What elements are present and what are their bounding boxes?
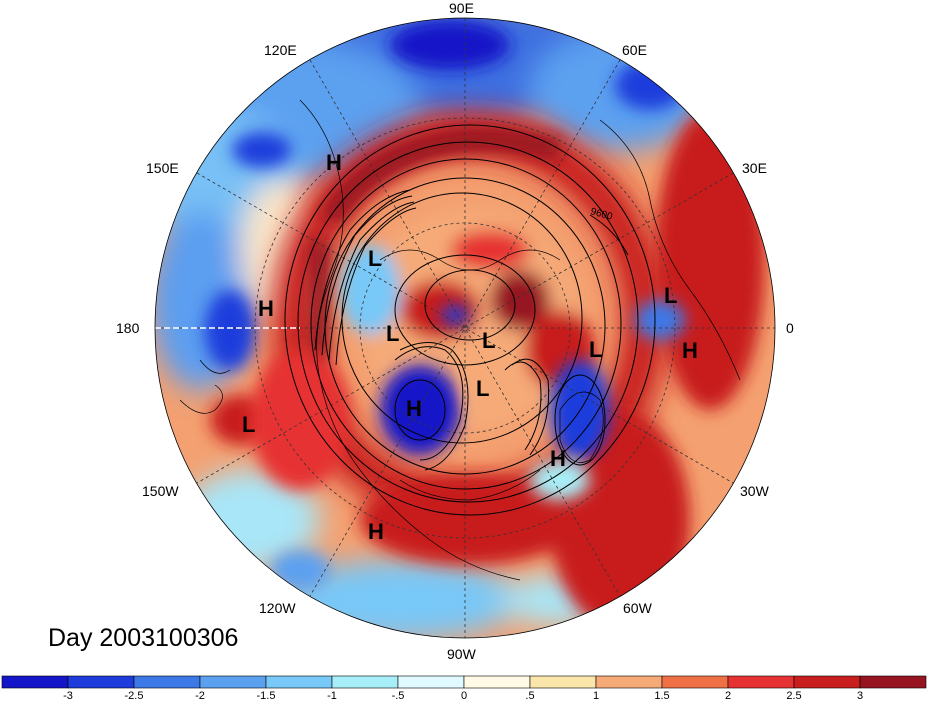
colorbar-tick-label: 1	[593, 690, 599, 702]
height-contours	[284, 124, 656, 516]
colorbar-tick-label: 2	[725, 690, 731, 702]
colorbar-tick-label: -2	[195, 690, 205, 702]
lon-label-30e: 30E	[742, 160, 767, 176]
day-label: Day 2003100306	[48, 624, 238, 652]
lon-label-90e: 90E	[449, 0, 474, 16]
lon-label-120w: 120W	[259, 600, 296, 616]
pressure-label: H	[406, 396, 422, 421]
colorbar-tick-label: .5	[525, 690, 534, 702]
colorbar-swatch	[199, 675, 267, 689]
colorbar-tick-label: -1.5	[257, 690, 276, 702]
colorbar-tick-label: -1	[327, 690, 337, 702]
lon-label-120e: 120E	[264, 42, 297, 58]
pressure-label: L	[664, 283, 677, 308]
pressure-label: H	[258, 296, 274, 321]
graticule	[155, 18, 775, 638]
lon-label-0: 0	[786, 320, 794, 336]
pressure-label: L	[242, 412, 255, 437]
colorbar-swatch	[727, 675, 795, 689]
pressure-label: H	[368, 519, 384, 544]
colorbar-tick-label: -3	[63, 690, 73, 702]
lon-label-30w: 30W	[740, 483, 770, 499]
colorbar-swatch	[595, 675, 663, 689]
colorbar-swatch	[463, 675, 531, 689]
colorbar-tick-label: 3	[857, 690, 863, 702]
map-boundary	[154, 17, 776, 639]
pressure-label: L	[476, 376, 489, 401]
pressure-system-labels: H L H L L L H L L H H L H	[242, 150, 698, 544]
pressure-label: H	[326, 150, 342, 175]
colorbar-swatch	[859, 675, 927, 689]
colorbar-tick-label: -2.5	[125, 690, 144, 702]
pressure-label: H	[682, 338, 698, 363]
colorbar-swatch	[529, 675, 597, 689]
longitude-labels: 90E 60E 30E 0 30W 60W 90W 120W 150W 180 …	[116, 0, 794, 662]
colorbar-swatch	[133, 675, 201, 689]
colorbar-swatch	[265, 675, 333, 689]
colorbar-swatch	[67, 675, 135, 689]
lon-label-180: 180	[116, 320, 140, 336]
lon-label-150w: 150W	[142, 483, 179, 499]
colorbar-tick-label: 2.5	[786, 690, 801, 702]
colorbar-swatch	[331, 675, 399, 689]
colorbar-swatch	[1, 675, 69, 689]
colorbar-swatch	[397, 675, 465, 689]
pressure-label: H	[550, 446, 566, 471]
colorbar-swatch	[661, 675, 729, 689]
lon-label-60e: 60E	[622, 42, 647, 58]
lon-label-90w: 90W	[447, 646, 477, 662]
pressure-label: L	[482, 328, 495, 353]
lon-label-60w: 60W	[623, 600, 653, 616]
pressure-label: L	[386, 321, 399, 346]
colorbar-tick-label: 0	[461, 690, 467, 702]
colorbar: -3 -2.5 -2 -1.5 -1 -.5 0 .5 1 1.5 2 2.5 3	[1, 675, 927, 702]
colorbar-tick-label: 1.5	[654, 690, 669, 702]
colorbar-tick-label: -.5	[392, 690, 405, 702]
pressure-label: L	[589, 337, 602, 362]
pressure-label: L	[368, 246, 381, 271]
lon-label-150e: 150E	[146, 160, 179, 176]
colorbar-swatch	[793, 675, 861, 689]
